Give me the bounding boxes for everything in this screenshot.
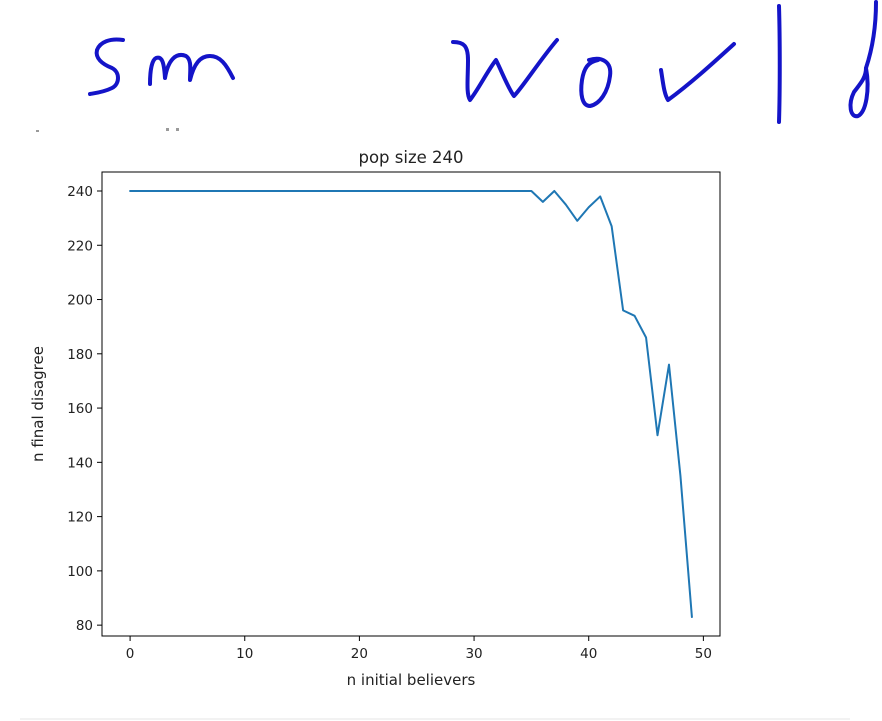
- artifact-mark: [166, 128, 169, 131]
- y-axis-label: n final disagree: [29, 346, 47, 462]
- x-axis: 0 10 20 30 40 50: [126, 636, 712, 662]
- y-tick-label: 220: [67, 238, 93, 254]
- x-axis-label: n initial believers: [347, 671, 476, 689]
- handwritten-annotation: [88, 0, 878, 124]
- y-tick-label: 120: [67, 510, 93, 526]
- handwriting-stroke: [451, 38, 559, 102]
- handwriting-stroke: [659, 42, 736, 102]
- handwriting-stroke: [148, 53, 235, 86]
- y-tick-label: 240: [67, 184, 93, 200]
- y-tick-label: 160: [67, 401, 93, 417]
- artifact-mark: [176, 128, 179, 131]
- x-tick-label: 30: [465, 646, 482, 662]
- handwriting-stroke: [777, 4, 782, 124]
- y-tick-label: 180: [67, 347, 93, 363]
- handwriting-stroke: [579, 56, 613, 108]
- y-axis: 80 100 120 140 160 180 200 220 240: [67, 184, 102, 634]
- x-tick-label: 40: [580, 646, 597, 662]
- x-tick-label: 50: [695, 646, 712, 662]
- scan-artifacts: [36, 128, 179, 132]
- x-tick-label: 0: [126, 646, 135, 662]
- handwriting-stroke: [848, 0, 878, 119]
- series-line: [129, 189, 693, 619]
- handwriting-stroke: [88, 37, 125, 96]
- x-tick-label: 10: [236, 646, 253, 662]
- chart-title: pop size 240: [358, 148, 463, 167]
- y-tick-label: 140: [67, 455, 93, 471]
- x-tick-label: 20: [351, 646, 368, 662]
- y-tick-label: 80: [76, 618, 93, 634]
- plot-area: [101, 171, 721, 637]
- y-tick-label: 200: [67, 293, 93, 309]
- y-tick-label: 100: [67, 564, 93, 580]
- artifact-mark: [36, 130, 39, 132]
